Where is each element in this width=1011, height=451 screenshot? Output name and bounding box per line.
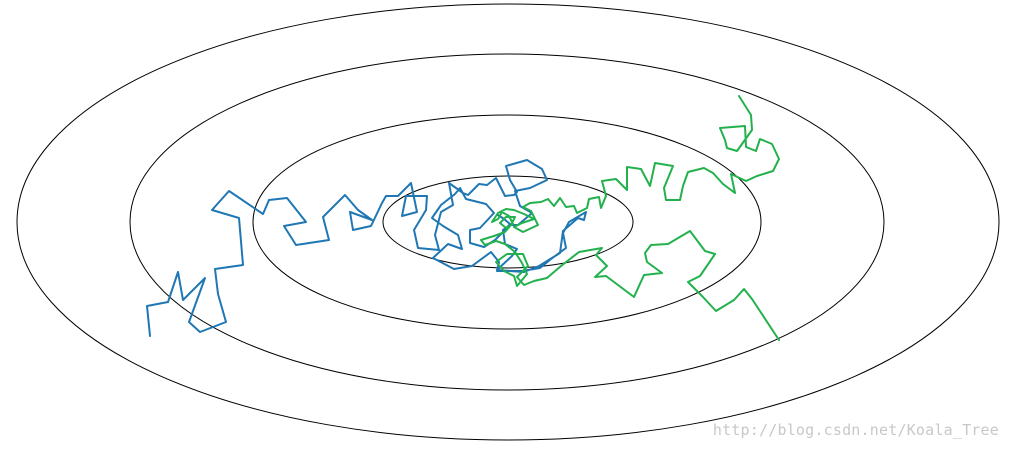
watermark-text: http://blog.csdn.net/Koala_Tree — [712, 421, 999, 439]
green-optimization-path — [480, 95, 780, 341]
contour-group — [16, 3, 1000, 441]
blue-optimization-path — [146, 159, 587, 337]
contour-level-1 — [16, 3, 1000, 441]
contour-level-3 — [252, 114, 762, 330]
contour-level-2 — [129, 53, 885, 391]
